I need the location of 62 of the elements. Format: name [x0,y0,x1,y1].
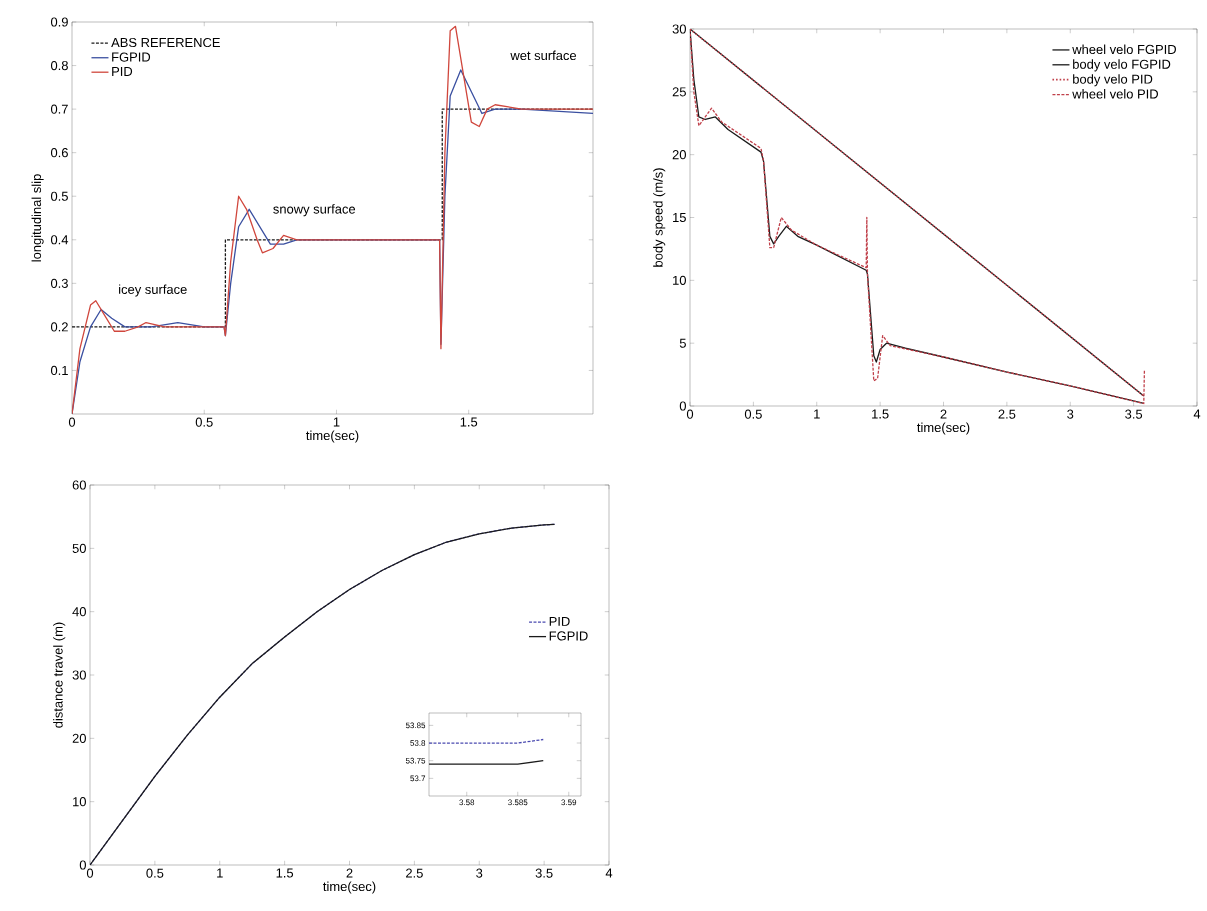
legend-label: body velo PID [1073,74,1153,87]
legend-label: PID [549,616,570,626]
annotation: wet surface [510,50,577,61]
x-tick-label: 1.5 [872,409,889,419]
y-tick-label: 15 [673,212,686,223]
y-tick-label: 60 [72,480,86,490]
y-tick-label: 30 [72,670,86,680]
y-tick-label: 30 [672,24,686,34]
x-tick-label: 3 [1067,409,1074,419]
x-tick-label: 2 [346,868,353,878]
y-tick-label: 0.2 [50,322,68,332]
x-tick-label: 0 [86,868,94,878]
legend-label: ABS REFERENCE [111,37,220,48]
y-tick-label: 25 [672,87,686,97]
x-tick-label: 0.5 [146,868,164,878]
y-tick-label: 0.1 [50,365,68,376]
y-tick-label: 10 [673,275,686,285]
y-tick-label: 10 [73,797,86,807]
y-axis-title: distance travel (m) [53,622,66,728]
y-tick-label: 50 [72,543,86,553]
x-tick-label: 2 [940,409,947,419]
legend-label: wheel velo PID [1072,89,1158,99]
x-tick-label: 1.5 [460,417,478,427]
y-tick-label: 20 [672,150,686,160]
x-tick-label: 0 [686,409,694,419]
x-tick-label: 1.5 [276,868,294,878]
x-tick-label: 0.5 [195,417,213,427]
x-tick-label: 1 [333,417,340,427]
y-axis-title: longitudinal slip [31,174,44,262]
y-tick-label: 0.6 [50,148,68,158]
x-tick-label: 4 [1193,409,1201,419]
y-tick-label: 0.8 [50,60,68,71]
x-tick-label: 1 [814,409,820,419]
y-tick-label: 0.9 [50,17,68,27]
x-tick-label: 2.5 [406,868,423,878]
y-tick-label: 0 [679,401,686,411]
legend-label: FGPID [549,631,588,641]
y-tick-label: 0.7 [50,104,68,114]
y-tick-label: 0.3 [50,278,68,288]
x-axis-title: time(sec) [917,422,970,435]
annotation: icey surface [119,284,187,297]
y-tick-label: 5 [679,338,686,348]
y-tick-label: 20 [72,733,86,743]
x-tick-label: 4 [605,868,613,878]
x-axis-title: time(sec) [306,430,359,443]
legend-label: wheel velo FGPID [1072,44,1176,55]
x-axis-title: time(sec) [323,881,376,894]
x-tick-label: 0.5 [744,409,762,419]
legend-label: PID [112,67,133,76]
y-tick-label: 0.4 [50,235,69,245]
y-tick-label: 0.5 [50,191,68,201]
annotation: snowy surface [273,204,356,217]
x-tick-label: 3.5 [1125,409,1143,419]
x-tick-label: 1 [217,868,223,878]
y-tick-label: 0 [79,860,86,870]
x-tick-label: 2.5 [998,409,1016,419]
x-tick-label: 3 [476,868,483,878]
legend-label: body velo FGPID [1073,59,1171,72]
y-axis-title: body speed (m/s) [653,168,666,267]
y-tick-label: 40 [72,607,86,617]
legend-label: FGPID [112,52,151,62]
x-tick-label: 3.5 [535,868,553,878]
